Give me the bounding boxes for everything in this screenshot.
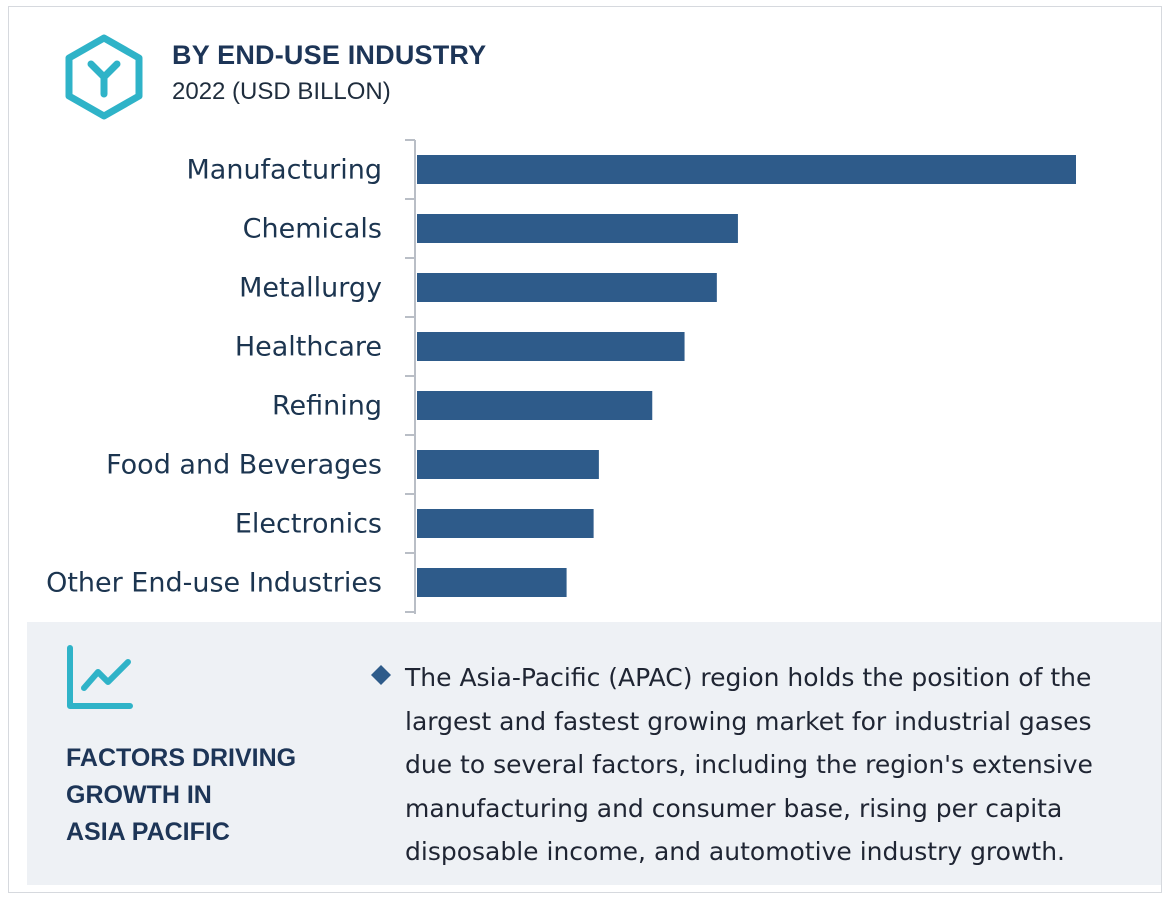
bar-healthcare (417, 332, 685, 361)
category-label: Chemicals (243, 214, 382, 245)
bar-electronics (417, 509, 594, 538)
bar-food-and-beverages (417, 450, 599, 479)
bar-other-end-use-industries (417, 568, 567, 597)
category-label: Electronics (235, 509, 382, 540)
factors-description: The Asia-Pacific (APAC) region holds the… (405, 663, 1093, 866)
factors-heading-line: GROWTH IN (66, 781, 212, 809)
bar-chart: Manufacturing Chemicals Metallurgy Healthca… (46, 139, 1076, 614)
bar-manufacturing (417, 155, 1076, 184)
bar-metallurgy (417, 273, 717, 302)
trend-chart-icon (67, 645, 133, 709)
category-label: Other End-use Industries (46, 568, 382, 599)
category-label: Refining (272, 391, 382, 422)
factors-heading: FACTORS DRIVING GROWTH IN ASIA PACIFIC (66, 740, 366, 851)
factors-heading-line: ASIA PACIFIC (66, 818, 230, 846)
chart-subtitle: 2022 (USD BILLON) (172, 78, 391, 105)
chart-title: BY END-USE INDUSTRY (172, 40, 487, 70)
bar-refining (417, 391, 653, 420)
category-label: Manufacturing (186, 155, 382, 186)
diamond-bullet-icon (371, 665, 391, 685)
factors-panel (27, 622, 1161, 885)
category-label: Food and Beverages (106, 450, 382, 481)
hexagon-y-logo-icon (65, 34, 143, 120)
bar-chemicals (417, 214, 738, 243)
category-label: Metallurgy (239, 273, 382, 304)
category-label: Healthcare (235, 332, 382, 363)
factors-heading-line: FACTORS DRIVING (66, 744, 297, 772)
